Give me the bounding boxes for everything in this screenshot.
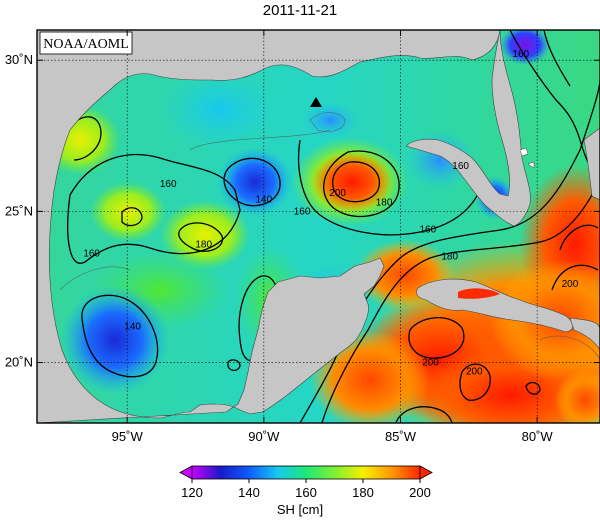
contour-label: 180 [441, 252, 458, 263]
contour-label: 160 [160, 179, 177, 190]
colorbar: 120 140 160 180 200 [179, 465, 433, 500]
colorbar-tick-label: 140 [238, 485, 260, 500]
axis-labels: 95˚W 90˚W 85˚W 80˚W 30˚N 25˚N 20˚N [5, 52, 554, 444]
land [37, 30, 600, 423]
contour-labels: 160 160 180 140 160 200 180 160 160 180 140 160 200 2… [83, 49, 578, 377]
x-tick-label: 90˚W [248, 429, 280, 444]
map-field: 160 160 180 140 160 200 180 160 160 180 140 160 200 2… [37, 30, 600, 423]
contour-label: 200 [329, 188, 346, 199]
colorbar-low-arrow [179, 465, 193, 480]
contour-label: 200 [466, 367, 483, 378]
map-title: 2011-11-21 [262, 2, 338, 19]
attribution-box: NOAA/AOML [39, 31, 133, 55]
islands [519, 147, 535, 169]
station-triangle [310, 97, 322, 107]
x-tick-label: 80˚W [522, 429, 554, 444]
contour-label: 160 [512, 49, 529, 60]
map-frame [36, 29, 600, 424]
colorbar-tick-label: 160 [295, 485, 317, 500]
attribution-text: NOAA/AOML [43, 37, 129, 52]
y-tick-label: 20˚N [5, 355, 33, 370]
colorbar-label: SH [cm] [276, 502, 324, 517]
cuba-heights [458, 288, 500, 299]
graticule [37, 30, 600, 423]
x-tick-label: 85˚W [385, 429, 417, 444]
colorbar-body [191, 465, 421, 480]
colorbar-high-arrow [419, 465, 433, 480]
colorbar-tick-label: 180 [352, 485, 374, 500]
contour-label: 160 [452, 161, 469, 172]
colorbar-tick-label: 120 [181, 485, 203, 500]
colorbar-tick-label: 200 [409, 485, 431, 500]
contour-label: 200 [562, 279, 579, 290]
contour-label: 180 [376, 197, 393, 208]
contour-label: 160 [419, 225, 436, 236]
contour-label: 180 [195, 240, 212, 251]
y-tick-label: 30˚N [5, 52, 33, 67]
contour-label: 160 [83, 249, 100, 260]
x-tick-label: 95˚W [112, 429, 144, 444]
thin-contours [59, 112, 600, 361]
contour-label: 140 [255, 194, 272, 205]
contour-label: 200 [422, 358, 439, 369]
contour-label: 160 [294, 206, 311, 217]
contour-label: 140 [124, 321, 141, 332]
y-tick-label: 25˚N [5, 203, 33, 218]
